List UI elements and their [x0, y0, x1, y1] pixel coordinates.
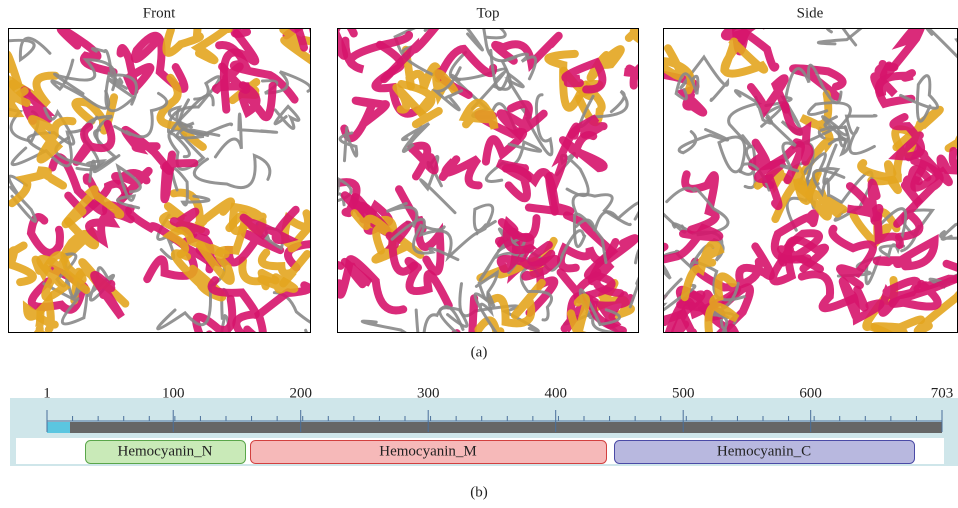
tick-label: 400	[544, 385, 567, 401]
caption: (a)	[471, 344, 488, 360]
protein-view	[0, 4, 345, 356]
domain-label: Hemocyanin_C	[717, 443, 811, 459]
ribbon	[307, 262, 341, 318]
figure: Front Top Side (a) 1 100 200 300 400 500 600 70…	[0, 0, 958, 508]
domain-label: Hemocyanin_N	[118, 443, 213, 459]
domain-label: Hemocyanin_M	[379, 443, 476, 459]
view-label: Side	[797, 5, 824, 21]
tick-label: 100	[162, 385, 185, 401]
view-label: Top	[476, 5, 499, 21]
protein-structures	[0, 0, 958, 370]
tick-label: 1	[43, 385, 51, 401]
tick-label: 500	[672, 385, 695, 401]
tick-label: 300	[417, 385, 440, 401]
tick-label: 200	[289, 385, 312, 401]
tick-label: 703	[931, 385, 954, 401]
sequence-bar	[70, 422, 942, 433]
view-label: Front	[143, 5, 176, 21]
page: Front Top Side (a) 1 100 200 300 400 500 600 70…	[0, 0, 958, 508]
protein-view	[304, 0, 675, 370]
caption: (b)	[470, 484, 488, 500]
tick-label: 600	[799, 385, 822, 401]
protein-view	[622, 0, 958, 355]
sequence-start	[47, 422, 70, 433]
